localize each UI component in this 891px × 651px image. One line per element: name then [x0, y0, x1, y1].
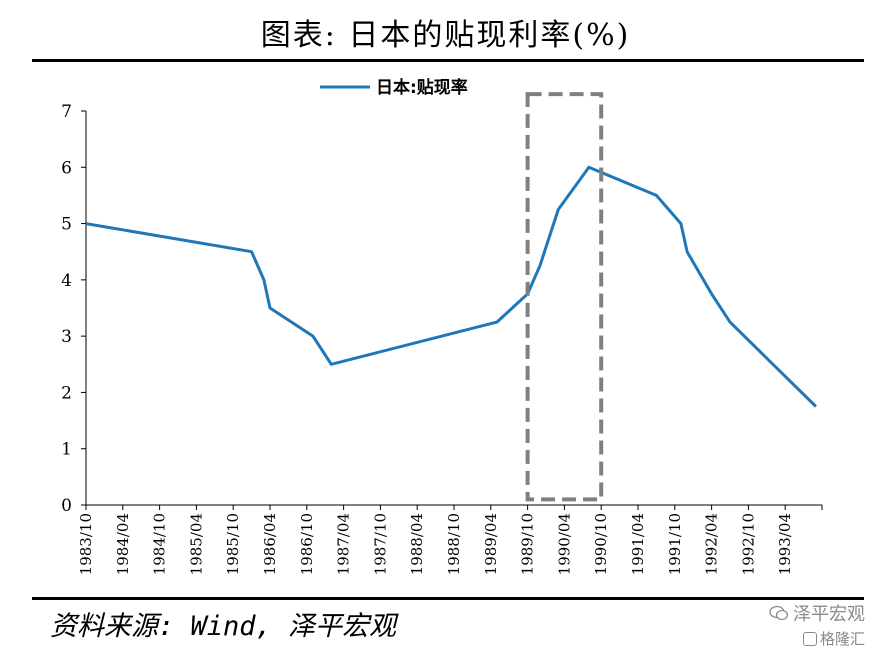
x-tick-label: 1990/10	[592, 513, 610, 575]
y-tick-label: 5	[61, 215, 72, 235]
chart-title: 图表: 日本的贴现利率(%)	[260, 18, 631, 53]
annotations	[525, 92, 604, 502]
x-tick-label: 1992/10	[739, 513, 757, 575]
watermark-sub-row: 格隆汇	[769, 628, 865, 649]
x-tick-label: 1987/10	[371, 513, 389, 575]
y-tick-label: 0	[61, 496, 72, 516]
x-tick-label: 1983/10	[77, 513, 95, 575]
x-tick-label: 1988/04	[408, 513, 426, 575]
watermark-brand-row: 泽平宏观	[769, 600, 865, 626]
watermark: 泽平宏观 格隆汇	[769, 600, 865, 649]
y-ticks: 0 1 2 3 4 5 6 7	[61, 102, 86, 516]
source-note: 资料来源: Wind, 泽平宏观	[50, 611, 397, 642]
x-tick-label: 1989/10	[519, 513, 537, 575]
axes	[85, 111, 822, 506]
x-tick-label: 1990/04	[555, 513, 573, 575]
top-rule	[32, 59, 864, 62]
watermark-sub: 格隆汇	[819, 630, 865, 648]
wechat-icon	[769, 605, 789, 621]
series-group	[85, 165, 817, 408]
x-tick-label: 1991/04	[629, 513, 647, 575]
x-ticks: 1983/10 1984/04 1984/10 1985/04 1985/10 1986/…	[77, 505, 823, 575]
legend-label: 日本:贴现率	[376, 77, 468, 98]
x-tick-label: 1992/04	[703, 513, 721, 575]
y-tick-label: 6	[61, 158, 72, 178]
x-tick-label: 1991/10	[666, 513, 684, 575]
y-tick-label: 2	[61, 383, 72, 403]
x-tick-label: 1986/10	[298, 513, 316, 575]
x-tick-label: 1984/10	[151, 513, 169, 575]
gelonghui-logo-icon	[802, 631, 817, 646]
x-tick-label: 1987/04	[335, 513, 353, 575]
y-tick-label: 4	[61, 271, 72, 291]
highlight-box	[525, 92, 604, 502]
watermark-brand: 泽平宏观	[793, 604, 865, 625]
x-tick-label: 1984/04	[114, 513, 132, 575]
y-tick-label: 1	[61, 440, 72, 460]
series-line	[85, 165, 817, 408]
x-tick-label: 1988/10	[445, 513, 463, 575]
x-tick-label: 1985/04	[187, 513, 205, 575]
y-tick-label: 7	[61, 102, 72, 122]
y-tick-label: 3	[61, 327, 72, 347]
x-tick-label: 1993/04	[776, 513, 794, 575]
x-tick-label: 1985/10	[224, 513, 242, 575]
x-tick-label: 1986/04	[261, 513, 279, 575]
x-tick-label: 1989/04	[482, 513, 500, 575]
bottom-rule	[32, 597, 864, 600]
legend: 日本:贴现率	[320, 77, 468, 98]
